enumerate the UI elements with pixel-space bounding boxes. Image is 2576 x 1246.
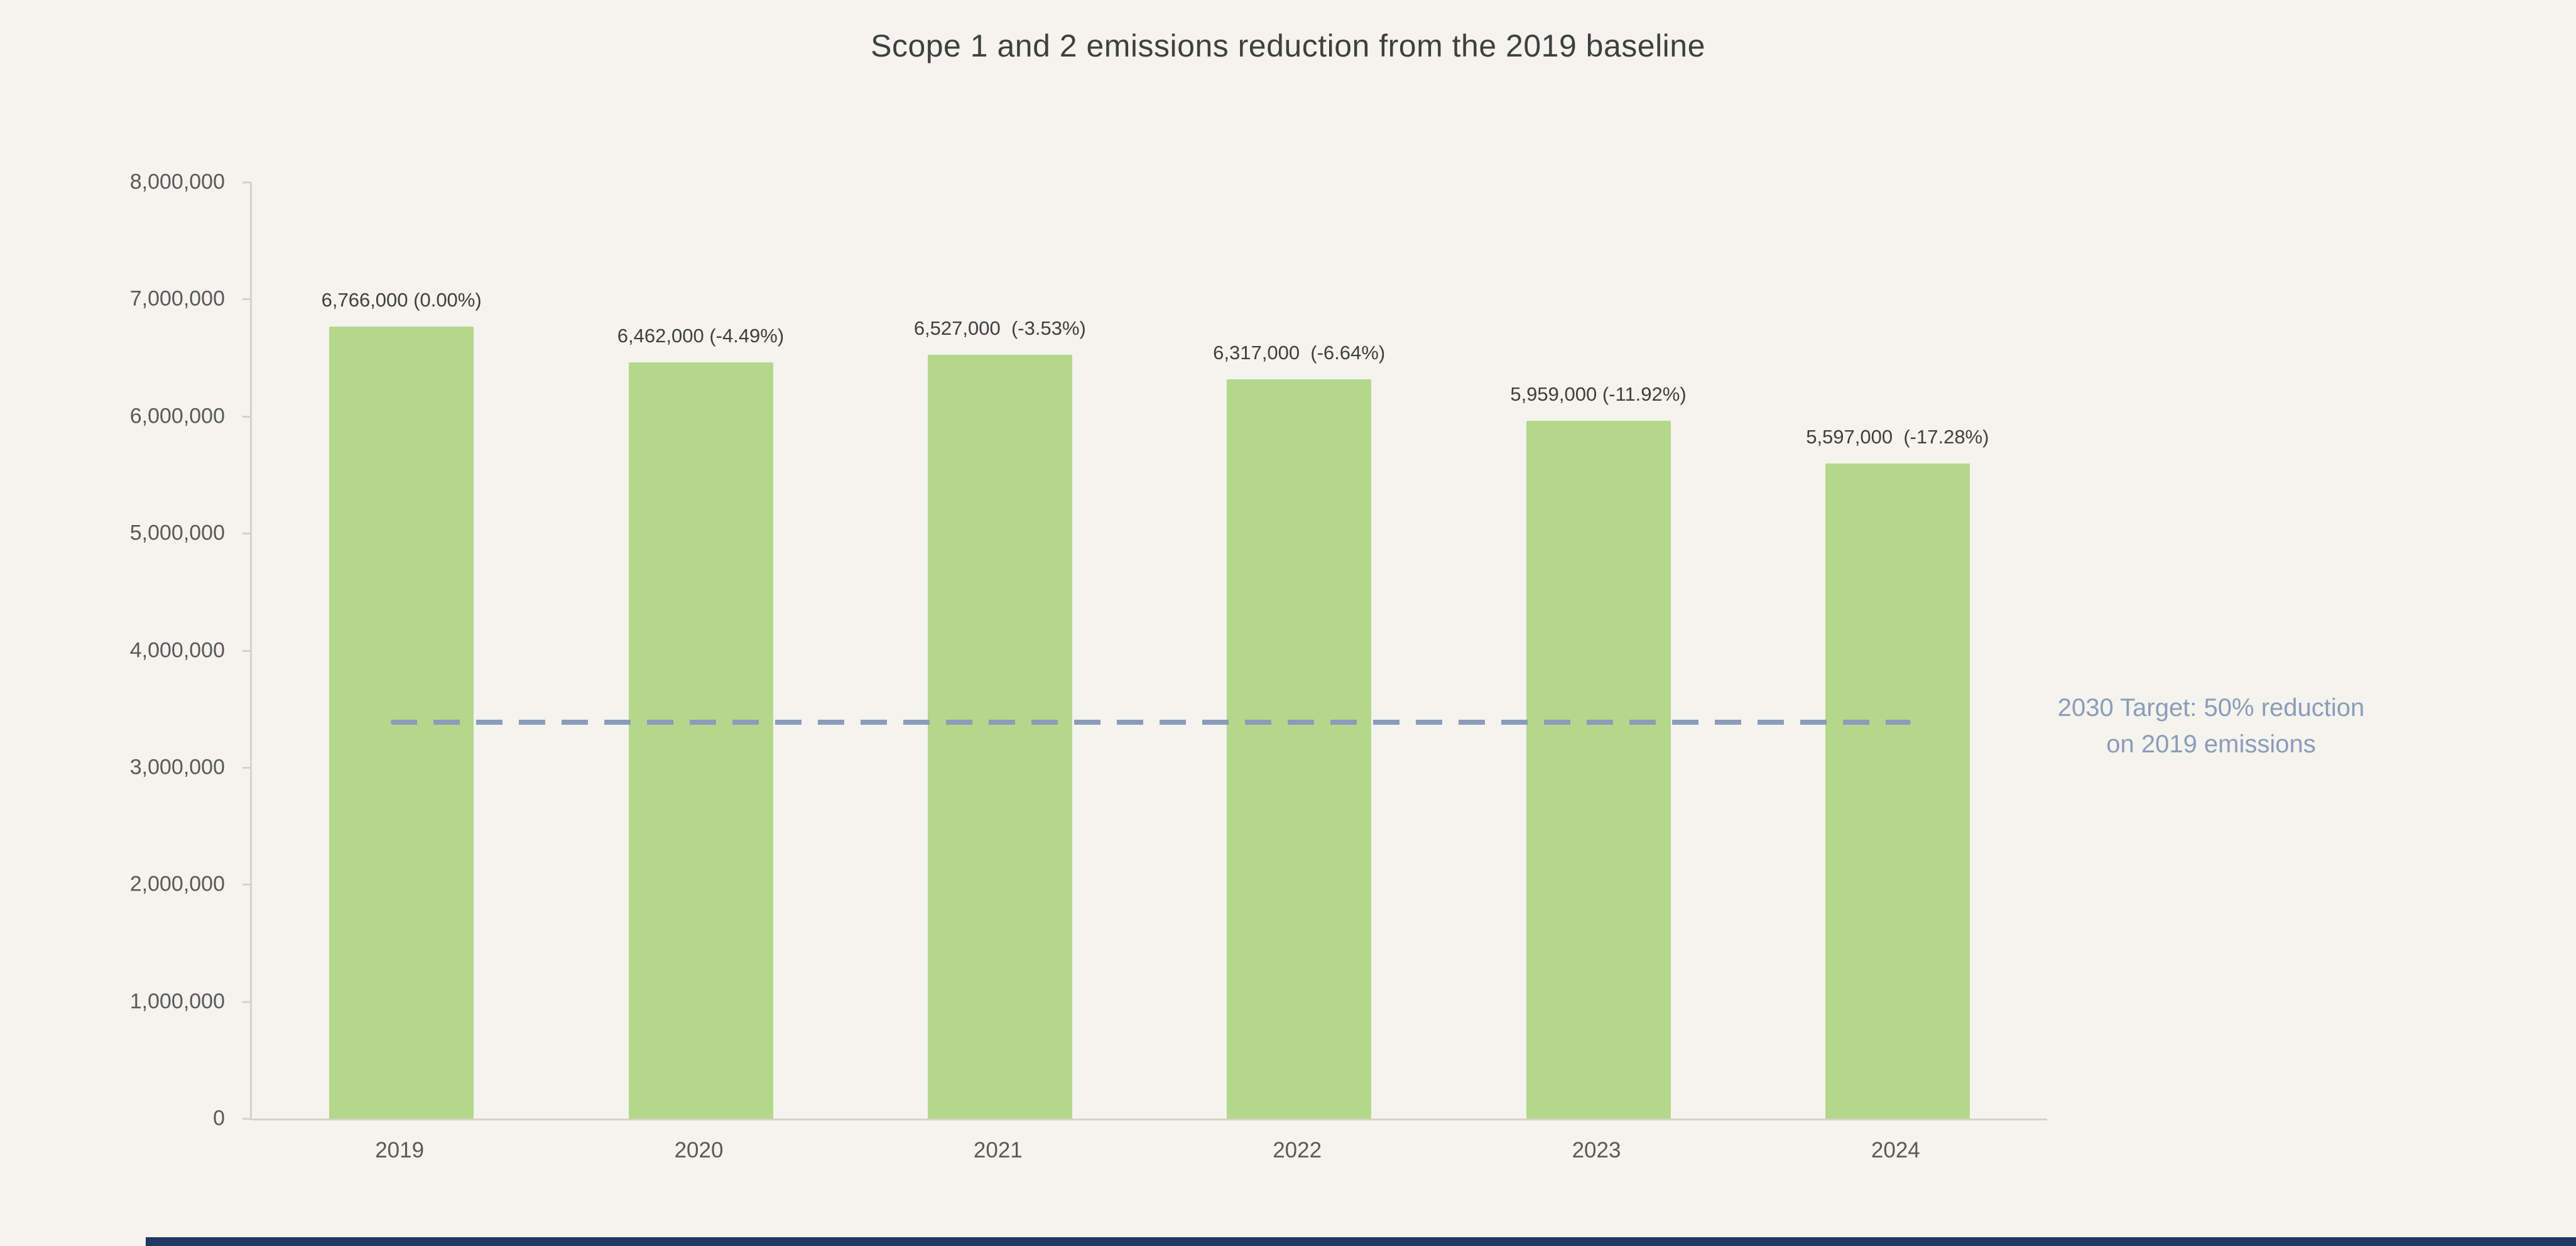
y-axis-tick-label: 1,000,000 [129, 989, 225, 1014]
target-line-label: 2030 Target: 50% reduction on 2019 emiss… [1972, 690, 2450, 762]
target-line [391, 720, 1911, 725]
bar-value-label: 6,462,000 (-4.49%) [617, 324, 785, 347]
y-axis-tick-mark [242, 884, 251, 886]
y-axis-tick-label: 0 [213, 1106, 225, 1130]
bar [927, 354, 1072, 1119]
plot-area: 6,766,000 (0.00%) 6,462,000 (-4.49%) 6,527… [250, 182, 2047, 1120]
x-axis-category-label: 2024 [1871, 1138, 1920, 1162]
y-axis-tick-mark [242, 649, 251, 652]
bar-value-label: 6,317,000 (-6.64%) [1213, 341, 1386, 364]
y-axis-tick-mark [242, 415, 251, 418]
bar [1227, 379, 1372, 1119]
bar [1526, 421, 1671, 1119]
x-axis-category-label: 2020 [674, 1138, 724, 1162]
y-axis-tick-label: 2,000,000 [129, 872, 225, 896]
bar-value-label: 5,959,000 (-11.92%) [1510, 383, 1687, 406]
y-axis-tick-label: 4,000,000 [129, 638, 225, 662]
y-axis-tick-mark [242, 1000, 251, 1003]
y-axis-tick-mark [242, 1118, 251, 1120]
y-axis-tick-mark [242, 181, 251, 183]
y-axis-tick-mark [242, 298, 251, 301]
bar-value-label: 6,766,000 (0.00%) [321, 289, 482, 311]
footer-accent-bar [146, 1237, 2576, 1246]
y-axis-tick-mark [242, 766, 251, 769]
bar-value-label: 6,527,000 (-3.53%) [913, 317, 1086, 339]
y-axis-tick-mark [242, 533, 251, 535]
bar [628, 362, 773, 1119]
x-axis-category-label: 2021 [973, 1138, 1023, 1162]
x-axis-category-label: 2023 [1572, 1138, 1621, 1162]
x-axis-category-label: 2019 [375, 1138, 425, 1162]
bar [1825, 463, 1970, 1119]
y-axis-tick-label: 3,000,000 [129, 755, 225, 779]
y-axis-tick-label: 5,000,000 [129, 521, 225, 545]
y-axis: 0 1,000,000 2,000,000 3,000,000 4,000,000 5,0… [0, 170, 225, 1130]
target-line-label-line1: 2030 Target: 50% reduction [2057, 694, 2365, 722]
bar-value-label: 5,597,000 (-17.28%) [1806, 425, 1989, 448]
y-axis-tick-label: 8,000,000 [129, 170, 225, 194]
y-axis-tick-label: 7,000,000 [129, 286, 225, 311]
x-axis-category-label: 2022 [1273, 1138, 1322, 1162]
target-line-label-line2: on 2019 emissions [2106, 730, 2316, 758]
chart-title: Scope 1 and 2 emissions reduction from t… [871, 28, 1705, 63]
y-axis-tick-label: 6,000,000 [129, 404, 225, 428]
